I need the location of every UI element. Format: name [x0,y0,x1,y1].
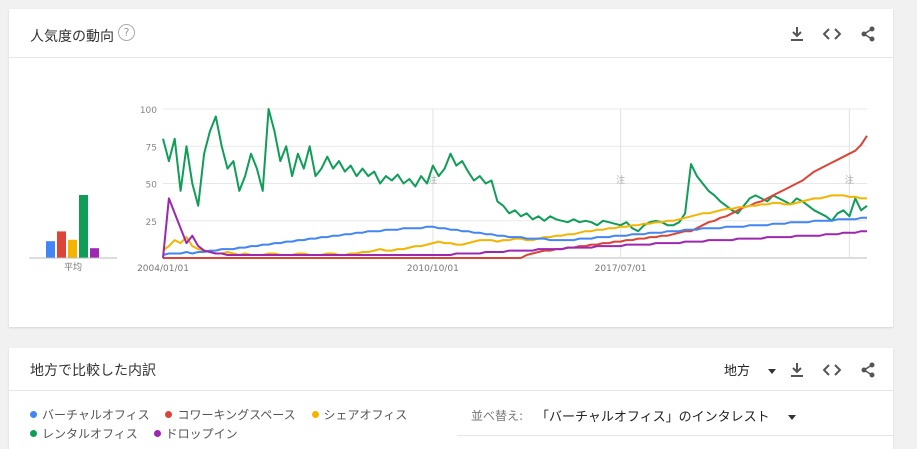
y-tick-label: 75 [146,143,157,153]
average-bar [57,231,66,258]
interest-over-time-card: 人気度の動向 ? 平均 100 75 50 25 注 注 注 2004/01/01 2010/10… [9,9,893,327]
legend-row-2: レンタルオフィス ドロップイン [30,425,250,442]
legend-label: レンタルオフィス [42,427,138,441]
legend-label: バーチャルオフィス [42,408,150,422]
share-icon[interactable] [858,360,878,380]
legend-dot [311,411,319,418]
card-title: 地方で比較した内訳 [30,363,156,379]
legend-dot [30,430,37,437]
divider [9,390,893,391]
legend-item-virtual-office: バーチャルオフィス [30,406,150,423]
average-bar [90,248,99,258]
divider [9,57,893,58]
sort-select[interactable]: 「バーチャルオフィス」のインタレスト [536,406,796,425]
average-label: 平均 [64,261,82,273]
regional-breakdown-card: 地方で比較した内訳 地方 バーチャルオフィス コワーキングスペース シェアオフィ… [9,348,893,449]
note-marker: 注 [845,174,854,186]
series-line [162,108,868,233]
legend-label: コワーキングスペース [177,408,296,422]
interest-chart: 平均 100 75 50 25 注 注 注 2004/01/01 2010/10/01 2017/0… [29,106,868,274]
note-marker: 注 [616,174,625,186]
card-title: 人気度の動向 [30,29,114,45]
legend-label: シェアオフィス [323,408,408,422]
divider [457,435,893,436]
average-bar [46,241,55,258]
legend-label: ドロップイン [165,427,238,441]
x-tick-label: 2017/07/01 [595,264,647,274]
legend-dot [153,430,161,437]
legend-row-1: バーチャルオフィス コワーキングスペース シェアオフィス [30,406,419,423]
embed-code-icon[interactable] [822,24,842,44]
region-select[interactable]: 地方 [724,360,777,379]
region-select-label: 地方 [724,364,751,379]
sort-label: 並べ替え: [471,409,524,423]
note-marker: 注 [428,174,437,186]
x-tick-label: 2010/10/01 [407,264,459,274]
help-circle-icon[interactable]: ? [118,24,135,41]
series-line [162,216,867,256]
legend-item-coworking: コワーキングスペース [165,406,296,423]
average-bar [79,195,88,258]
average-bar [68,239,77,258]
y-tick-label: 50 [146,181,158,191]
legend-item-share-office: シェアオフィス [311,406,408,423]
legend-item-rental-office: レンタルオフィス [30,425,138,442]
series-line [163,135,868,259]
y-tick-label: 100 [140,106,157,116]
download-icon[interactable] [787,360,807,380]
share-icon[interactable] [858,24,878,44]
download-icon[interactable] [787,24,807,44]
legend-dot [165,411,173,418]
chevron-down-icon [768,369,777,374]
sort-select-value: 「バーチャルオフィス」のインタレスト [536,410,770,425]
chevron-down-icon [787,415,796,420]
embed-code-icon[interactable] [822,360,842,380]
legend-dot [30,411,37,418]
y-tick-label: 25 [146,218,157,228]
series-line [162,197,867,259]
x-tick-label: 2004/01/01 [137,264,189,274]
legend-item-drop-in: ドロップイン [153,425,238,442]
